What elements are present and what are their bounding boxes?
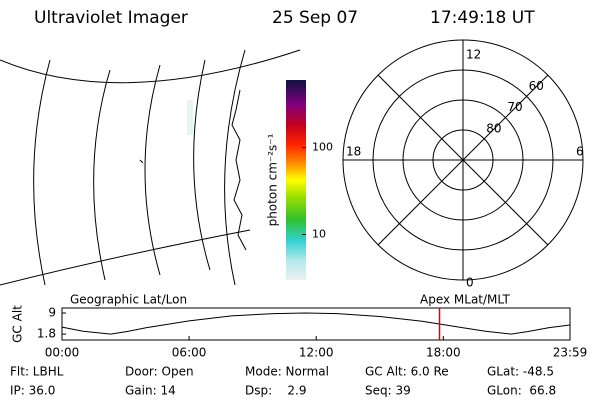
polar-label: Apex MLat/MLT [420,293,510,307]
mlt-label: 6 [576,145,584,159]
y-tick-label: 9 [48,305,56,319]
altitude-curve [61,312,571,335]
time: 17:49:18 UT [430,8,535,28]
info-field: Seq: 39 [365,384,411,398]
polar-ring [432,129,494,191]
info-field: Flt: LBHL [10,365,64,379]
date: 25 Sep 07 [272,8,358,28]
colorbar-tick-label: 10 [312,228,326,241]
info-field: IP: 36.0 [10,384,55,398]
info-field: Dsp: 2.9 [245,384,307,398]
lat-label: 70 [507,100,522,114]
map-label: Geographic Lat/Lon [70,293,187,307]
lat-label: 60 [529,79,544,93]
polar-ring [402,99,524,221]
polar-grid [343,40,583,280]
info-field: GC Alt: 6.0 Re [365,365,449,379]
x-tick-label: 06:00 [172,346,207,360]
colorbar [286,80,306,280]
info-field: GLon: 66.8 [487,384,556,398]
emission-patch [187,100,193,135]
colorbar-label: photon cm⁻²s⁻¹ [266,133,280,226]
x-tick-label: 18:00 [426,346,461,360]
mlt-label: 0 [466,276,474,290]
info-field: GLat: -48.5 [487,365,554,379]
lat-label: 80 [486,121,501,135]
info-field: Gain: 14 [125,384,176,398]
info-field: Mode: Normal [245,365,329,379]
x-tick-label: 00:00 [45,346,80,360]
info-field: Door: Open [125,365,194,379]
mlt-label: 18 [346,145,361,159]
x-tick-label: 12:00 [299,346,334,360]
y-axis-label: GC Alt [11,305,25,343]
x-tick-label: 23:59 [553,346,588,360]
polar-ring [342,39,584,281]
title: Ultraviolet Imager [34,8,188,28]
colorbar-tick-label: 100 [312,141,333,154]
polar-ring [372,69,554,251]
mlt-label: 12 [466,48,481,62]
y-tick-label: 1.8 [37,327,56,341]
geo-map [0,49,301,286]
